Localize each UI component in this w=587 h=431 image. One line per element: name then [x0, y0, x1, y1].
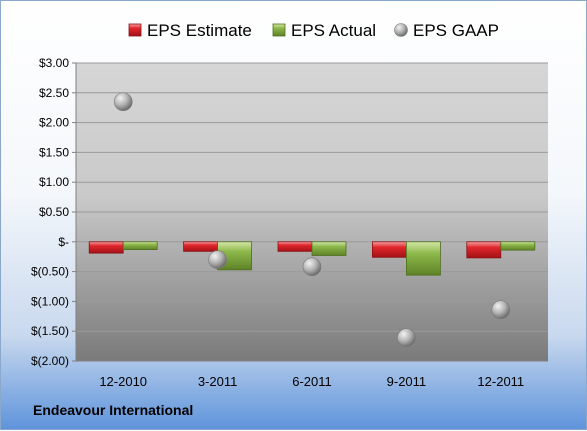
y-tick-label: $2.50 [39, 86, 69, 100]
x-tick-label: 9-2011 [387, 374, 427, 389]
legend-gaap-marker [394, 23, 408, 37]
x-tick-label: 3-2011 [198, 374, 238, 389]
y-tick-label: $1.50 [39, 145, 69, 159]
eps-gaap-point [302, 257, 322, 277]
eps-estimate-bar [277, 241, 313, 252]
y-tick-label: $(1.00) [31, 294, 69, 308]
y-tick-label: $1.00 [39, 175, 69, 189]
y-tick-label: $- [58, 235, 69, 249]
eps-actual-bar [500, 241, 536, 251]
eps-actual-bar [405, 241, 441, 276]
y-tick-label: $(2.00) [31, 354, 69, 368]
y-tick-label: $3.00 [39, 56, 69, 70]
legend-estimate-marker [128, 23, 142, 37]
legend-actual-marker [272, 23, 286, 37]
x-tick-label: 6-2011 [292, 374, 332, 389]
eps-gaap-point [491, 300, 511, 320]
eps-estimate-bar [466, 241, 502, 259]
x-tick-label: 12-2011 [477, 374, 524, 389]
y-tick-label: $(1.50) [31, 324, 69, 338]
y-tick-label: $2.00 [39, 116, 69, 130]
eps-gaap-point [113, 92, 133, 112]
eps-actual-bar [122, 241, 158, 250]
legend-estimate-label: EPS Estimate [147, 21, 252, 40]
y-tick-label: $(0.50) [31, 265, 69, 279]
eps-estimate-bar [88, 241, 124, 254]
eps-gaap-point [208, 250, 227, 269]
y-tick-label: $0.50 [39, 205, 69, 219]
eps-gaap-point [397, 328, 416, 348]
eps-actual-bar [311, 241, 347, 256]
x-tick-label: 12-2010 [99, 374, 147, 389]
eps-estimate-bar [371, 241, 407, 258]
legend-actual-label: EPS Actual [291, 21, 376, 40]
legend-gaap-label: EPS GAAP [413, 21, 499, 40]
eps-estimate-bar [183, 241, 219, 252]
company-name: Endeavour International [33, 402, 194, 418]
